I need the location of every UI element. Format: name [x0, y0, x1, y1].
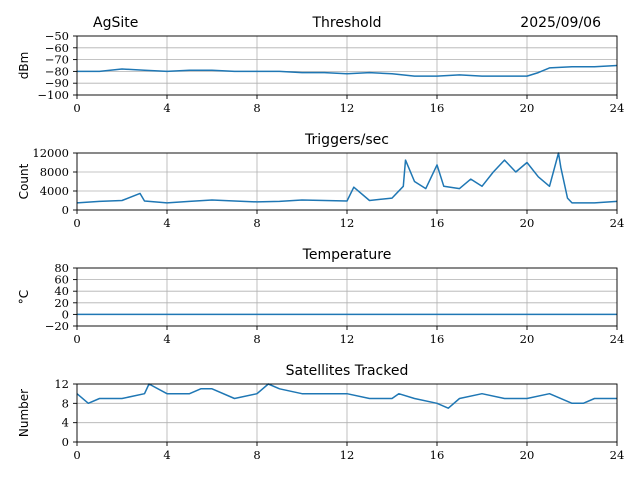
temperature-ytick-label: 20	[54, 296, 69, 310]
threshold-panel: 0 4 8 12 16 20 24 −50−60−70−80−90−100 Threshold d…	[17, 15, 624, 115]
temperature-xtick-label: 4	[163, 332, 170, 346]
chart-panels: 0 4 8 12 16 20 24 −50−60−70−80−90−100 Threshold d…	[17, 15, 624, 462]
threshold-ytick-label: −100	[37, 88, 69, 102]
temperature-xtick-label: 20	[520, 332, 535, 346]
satellites-xtick-label: 16	[430, 448, 445, 462]
threshold-xtick-label: 4	[163, 101, 170, 115]
threshold-xtick-label: 20	[520, 101, 535, 115]
date-label: 2025/09/06	[520, 15, 601, 31]
triggers-xtick-label: 8	[253, 216, 260, 230]
satellites-ytick-label: 4	[62, 416, 69, 430]
temperature-xtick-label: 12	[340, 332, 355, 346]
satellites-ytick-label: 0	[62, 435, 69, 449]
satellites-ytick-label: 8	[62, 396, 69, 410]
threshold-ytick-label: −90	[45, 76, 69, 90]
satellites-xtick-label: 20	[520, 448, 535, 462]
triggers-xtick-label: 0	[73, 216, 80, 230]
threshold-xtick-label: 16	[430, 101, 445, 115]
triggers-ytick-label: 8000	[40, 165, 69, 179]
satellites-xtick-label: 12	[340, 448, 355, 462]
site-label: AgSite	[93, 15, 138, 31]
threshold-ytick-label: −60	[45, 41, 69, 55]
satellites-ylabel: Number	[17, 389, 31, 437]
triggers-title: Triggers/sec	[304, 132, 389, 148]
temperature-xtick-label: 0	[73, 332, 80, 346]
threshold-xtick-label: 12	[340, 101, 355, 115]
triggers-ytick-label: 4000	[40, 184, 69, 198]
triggers-panel: 0 4 8 12 16 20 24 0 4000 8000 12000 Triggers/sec Cou…	[17, 132, 624, 230]
threshold-ytick-label: −70	[45, 53, 69, 67]
triggers-ytick-label: 12000	[32, 146, 69, 160]
temperature-ytick-label: 80	[54, 261, 69, 275]
temperature-title: Temperature	[302, 247, 392, 263]
threshold-title: Threshold	[312, 15, 382, 31]
temperature-ytick-label: 40	[54, 284, 69, 298]
satellites-xtick-label: 4	[163, 448, 170, 462]
triggers-ytick-label: 0	[62, 203, 69, 217]
satellites-xtick-label: 0	[73, 448, 80, 462]
temperature-ytick-label: 60	[54, 273, 69, 287]
threshold-ytick-label: −80	[45, 64, 69, 78]
triggers-xtick-label: 24	[610, 216, 625, 230]
triggers-xtick-label: 16	[430, 216, 445, 230]
temperature-xtick-label: 8	[253, 332, 260, 346]
temperature-xtick-label: 16	[430, 332, 445, 346]
triggers-xtick-label: 12	[340, 216, 355, 230]
temperature-xtick-label: 24	[610, 332, 625, 346]
satellites-series-line	[76, 383, 617, 409]
threshold-xtick-label: 24	[610, 101, 625, 115]
temperature-ylabel: °C	[17, 290, 31, 304]
satellites-ytick-label: 12	[54, 377, 69, 391]
threshold-ylabel: dBm	[17, 52, 31, 80]
threshold-xtick-label: 0	[73, 101, 80, 115]
triggers-xtick-label: 20	[520, 216, 535, 230]
temperature-ytick-label: 0	[62, 307, 69, 321]
triggers-ylabel: Count	[17, 163, 31, 199]
temperature-ytick-label: −20	[45, 319, 69, 333]
threshold-xtick-label: 8	[253, 101, 260, 115]
threshold-ytick-label: −50	[45, 29, 69, 43]
satellites-xtick-label: 8	[253, 448, 260, 462]
triggers-xtick-label: 4	[163, 216, 170, 230]
satellites-xtick-label: 24	[610, 448, 625, 462]
triggers-series-line	[76, 152, 618, 204]
threshold-series-line	[77, 64, 618, 77]
satellites-panel: 0 4 8 12 16 20 24 0 4 8 12 Satellites Tracked Number	[17, 363, 624, 462]
satellites-title: Satellites Tracked	[286, 363, 409, 379]
